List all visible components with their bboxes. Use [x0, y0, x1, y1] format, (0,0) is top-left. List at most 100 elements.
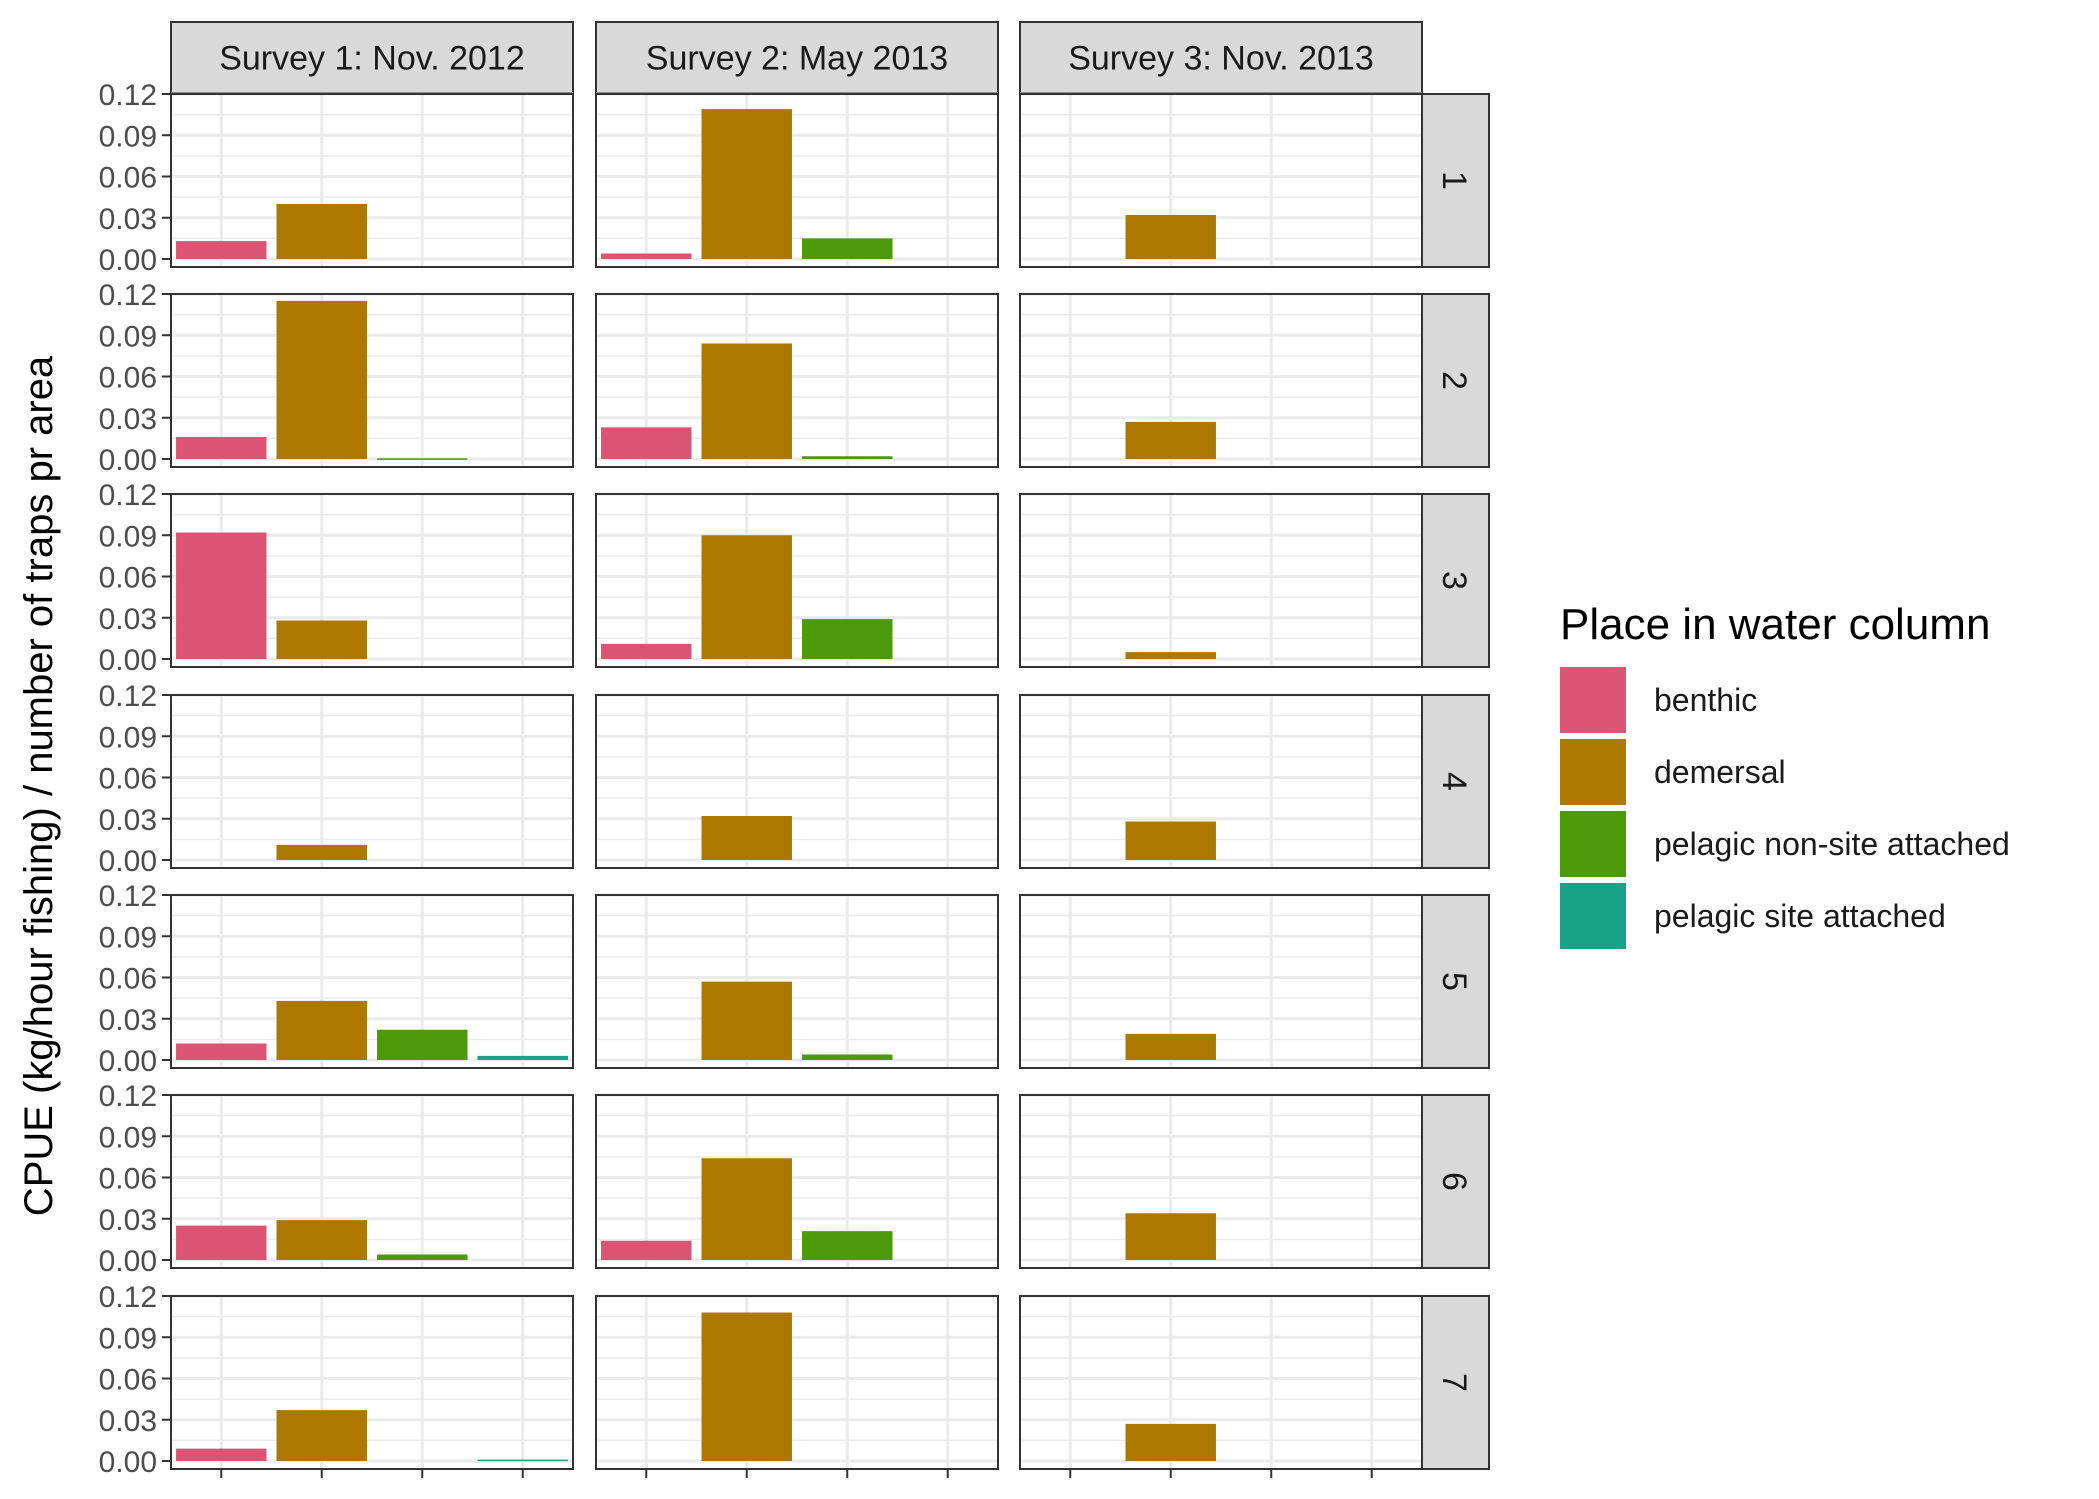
y-tick-label-r7-0: 0.00 [99, 1446, 157, 1479]
bar-pelagic-non-site-attached-r2-c2 [802, 456, 893, 459]
y-tick-label-r4-2: 0.06 [99, 763, 157, 796]
strip-row-label-3: 3 [1435, 571, 1473, 590]
strip-row-3 [1420, 493, 1490, 668]
bar-demersal-r3-c1 [276, 620, 367, 659]
panel-r4-c2 [595, 693, 999, 869]
legend-item-pelagic-non-site-attached: pelagic non-site attached [1560, 808, 2080, 880]
bar-demersal-r2-c3 [1125, 421, 1216, 459]
panel-border [1019, 1295, 1423, 1470]
bar-demersal-r2-c1 [276, 300, 367, 459]
panel-background [1020, 294, 1422, 467]
y-tick-label-r5-0: 0.00 [99, 1045, 157, 1078]
panel-r6-c2 [595, 1093, 999, 1269]
y-tick-label-r1-2: 0.06 [99, 162, 157, 195]
y-tick-label-r3-2: 0.06 [99, 562, 157, 595]
legend-swatch-benthic [1560, 667, 1626, 733]
y-tick-label-r7-4: 0.12 [99, 1281, 157, 1314]
bar-pelagic-non-site-attached-r3-c2 [802, 619, 893, 659]
y-axis-label: CPUE (kg/hour fishing) / number of traps… [17, 355, 61, 1216]
bar-benthic-r7-c1 [176, 1448, 267, 1461]
strip-row-label-1: 1 [1435, 171, 1473, 190]
bar-benthic-r6-c1 [176, 1225, 267, 1260]
y-tick-label-r6-3: 0.09 [99, 1121, 157, 1154]
panel-border [170, 493, 574, 668]
y-tick-label-r4-1: 0.03 [99, 804, 157, 837]
bar-benthic-r1-c2 [601, 253, 692, 259]
legend-item-demersal: demersal [1560, 736, 2080, 808]
panel-r5-c2 [595, 893, 999, 1069]
strip-col-label-2: Survey 2: May 2013 [646, 40, 948, 78]
bar-pelagic-non-site-attached-r6-c2 [802, 1231, 893, 1260]
panel-background [1020, 695, 1422, 868]
bar-pelagic-site-attached-r7-c1 [477, 1459, 568, 1462]
panel-background [596, 494, 998, 667]
legend-label-benthic: benthic [1654, 681, 1758, 718]
bar-pelagic-non-site-attached-r5-c2 [802, 1054, 893, 1060]
panel-border [595, 894, 999, 1069]
panel-border [595, 1295, 999, 1470]
panel-background [171, 94, 573, 267]
bar-demersal-r1-c1 [276, 204, 367, 259]
panels: Survey 1: Nov. 2012 Survey 2: May 2013 Sur… [99, 21, 1490, 1479]
bar-benthic-r1-c1 [176, 241, 267, 259]
y-tick-label-r2-0: 0.00 [99, 444, 157, 477]
y-tick-label-r5-3: 0.09 [99, 921, 157, 954]
y-tick-label-r4-4: 0.12 [99, 680, 157, 713]
panel-r6-c1 [170, 1093, 574, 1269]
y-tick-label-r1-3: 0.09 [99, 120, 157, 153]
bar-demersal-r6-c1 [276, 1220, 367, 1260]
bar-demersal-r7-c1 [276, 1410, 367, 1461]
y-tick-label-r7-1: 0.03 [99, 1405, 157, 1438]
y-tick-label-r3-4: 0.12 [99, 479, 157, 512]
panel-r3-c3 [1019, 492, 1423, 668]
strip-row-4 [1420, 694, 1490, 869]
y-tick-label-r6-2: 0.06 [99, 1163, 157, 1196]
panel-border [595, 93, 999, 268]
legend-label-demersal: demersal [1654, 753, 1786, 790]
panel-r7-c3 [1019, 1294, 1423, 1478]
legend-item-pelagic-site-attached: pelagic site attached [1560, 880, 2080, 952]
y-tick-label-r1-1: 0.03 [99, 203, 157, 236]
bar-pelagic-site-attached-r5-c1 [477, 1055, 568, 1060]
y-tick-label-r1-4: 0.12 [99, 79, 157, 112]
panel-r6-c3 [1019, 1093, 1423, 1269]
strip-col-1 [170, 21, 574, 94]
panel-border [170, 694, 574, 869]
panel-r3-c2 [595, 492, 999, 668]
y-tick-label-r4-0: 0.00 [99, 845, 157, 878]
panel-background [596, 1296, 998, 1469]
y-tick-label-r2-1: 0.03 [99, 403, 157, 436]
bar-demersal-r5-c1 [276, 1000, 367, 1060]
panel-border [170, 293, 574, 468]
y-tick-label-r7-2: 0.06 [99, 1364, 157, 1397]
y-tick-label-r1-0: 0.00 [99, 244, 157, 277]
panel-r1-c3 [1019, 92, 1423, 268]
panel-background [596, 695, 998, 868]
y-tick-label-r2-2: 0.06 [99, 362, 157, 395]
strip-row-label-6: 6 [1435, 1172, 1473, 1191]
bar-demersal-r1-c2 [701, 109, 792, 259]
panel-background [1020, 1296, 1422, 1469]
legend-title: Place in water column [1560, 600, 1991, 649]
bar-demersal-r3-c2 [701, 535, 792, 659]
legend-label-pelagic-non-site-attached: pelagic non-site attached [1654, 825, 2010, 862]
bar-demersal-r5-c3 [1125, 1033, 1216, 1060]
legend-swatch-pelagic-non-site-attached [1560, 811, 1626, 877]
panel-r2-c2 [595, 292, 999, 468]
panel-background [171, 895, 573, 1068]
panel-border [595, 1094, 999, 1269]
y-tick-label-r3-3: 0.09 [99, 520, 157, 553]
bar-demersal-r4-c2 [701, 816, 792, 860]
bar-demersal-r7-c2 [701, 1312, 792, 1461]
bar-demersal-r1-c3 [1125, 215, 1216, 259]
panel-background [171, 695, 573, 868]
bar-pelagic-non-site-attached-r6-c1 [377, 1254, 468, 1260]
panel-r5-c1 [170, 893, 574, 1069]
bar-pelagic-non-site-attached-r1-c2 [802, 238, 893, 259]
bar-benthic-r6-c2 [601, 1240, 692, 1260]
panel-background [1020, 895, 1422, 1068]
panel-border [1019, 493, 1423, 668]
legend: Place in water column benthic demersal p… [1560, 600, 2080, 952]
y-tick-label-r5-4: 0.12 [99, 880, 157, 913]
